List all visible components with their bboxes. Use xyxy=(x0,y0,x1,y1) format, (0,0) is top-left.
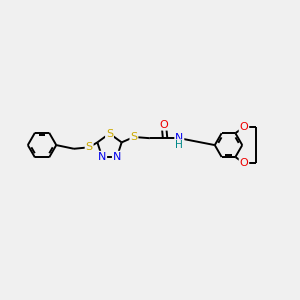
Text: H: H xyxy=(176,140,183,150)
Text: N: N xyxy=(175,133,183,143)
Text: S: S xyxy=(130,132,137,142)
Text: N: N xyxy=(113,152,121,162)
Text: S: S xyxy=(85,142,93,152)
Text: S: S xyxy=(106,129,113,139)
Text: N: N xyxy=(98,152,106,162)
Text: O: O xyxy=(160,120,168,130)
Text: O: O xyxy=(240,122,248,132)
Text: O: O xyxy=(240,158,248,168)
